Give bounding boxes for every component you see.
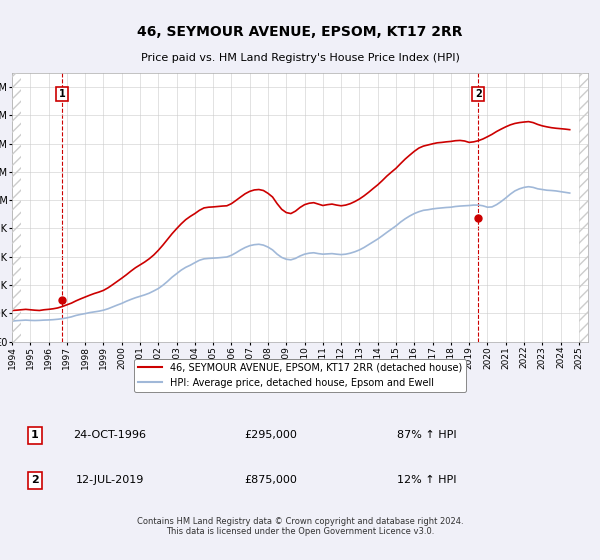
Text: 1: 1 xyxy=(59,89,65,99)
Text: Contains HM Land Registry data © Crown copyright and database right 2024.
This d: Contains HM Land Registry data © Crown c… xyxy=(137,517,463,536)
Text: 12% ↑ HPI: 12% ↑ HPI xyxy=(397,475,457,485)
Text: £875,000: £875,000 xyxy=(245,475,298,485)
Text: 87% ↑ HPI: 87% ↑ HPI xyxy=(397,431,457,441)
Text: 1: 1 xyxy=(31,431,39,441)
Text: 2: 2 xyxy=(31,475,39,485)
Text: 2: 2 xyxy=(475,89,482,99)
Legend: 46, SEYMOUR AVENUE, EPSOM, KT17 2RR (detached house), HPI: Average price, detach: 46, SEYMOUR AVENUE, EPSOM, KT17 2RR (det… xyxy=(134,359,466,391)
Text: Price paid vs. HM Land Registry's House Price Index (HPI): Price paid vs. HM Land Registry's House … xyxy=(140,53,460,63)
Bar xyxy=(579,73,588,342)
Text: 46, SEYMOUR AVENUE, EPSOM, KT17 2RR: 46, SEYMOUR AVENUE, EPSOM, KT17 2RR xyxy=(137,25,463,39)
Text: 24-OCT-1996: 24-OCT-1996 xyxy=(73,431,146,441)
Bar xyxy=(12,73,21,342)
Text: £295,000: £295,000 xyxy=(245,431,298,441)
Text: 12-JUL-2019: 12-JUL-2019 xyxy=(76,475,144,485)
